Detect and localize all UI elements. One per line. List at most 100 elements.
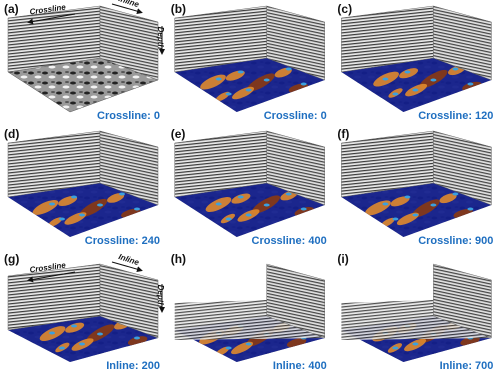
- attribute-blob-blue: [225, 346, 232, 350]
- attribute-blob: [58, 195, 78, 207]
- attribute-blob-blue: [285, 192, 292, 196]
- attribute-blob: [79, 198, 108, 218]
- attribute-blob-blue: [382, 77, 389, 81]
- attribute-blob-blue: [225, 92, 232, 96]
- attribute-blobs: [39, 319, 148, 353]
- attribute-blob-blue: [134, 336, 140, 340]
- attribute-blob-blue: [59, 217, 65, 221]
- inline-label: Inline: [117, 0, 140, 9]
- attribute-blob-blue: [237, 70, 244, 74]
- inline-arrow: [111, 261, 143, 273]
- crossline-wall: [433, 263, 492, 339]
- panel-caption: Inline: 200: [106, 360, 160, 372]
- panel-label: (b): [171, 2, 186, 16]
- panel-caption: Crossline: 0: [97, 110, 160, 122]
- attribute-blob-blue: [49, 331, 55, 335]
- crossline-wall: [266, 263, 325, 339]
- attribute-blob-blue: [245, 213, 252, 217]
- attribute-blob-blue: [119, 192, 125, 196]
- attribute-blob-blue: [412, 342, 419, 346]
- panel-caption: Crossline: 120: [418, 110, 493, 122]
- panel-caption: Crossline: 400: [251, 235, 326, 247]
- attribute-blob: [48, 217, 63, 227]
- crossline-wall: [266, 130, 325, 206]
- panel-label: (e): [171, 127, 186, 141]
- attribute-blob-blue: [285, 67, 292, 71]
- crossline-arrow: [27, 13, 76, 25]
- attribute-blob-blue: [215, 202, 222, 206]
- attribute-blob-blue: [300, 82, 307, 86]
- panel-label: (i): [337, 252, 348, 266]
- attribute-blob-blue: [237, 195, 244, 199]
- attribute-blob: [231, 193, 251, 204]
- crossline-wall: [99, 130, 159, 206]
- attribute-blob: [107, 193, 125, 203]
- attribute-blob-blue: [97, 332, 103, 336]
- crossline-wall: [433, 130, 492, 206]
- panel-label: (a): [4, 2, 19, 16]
- attribute-blob-blue: [467, 207, 474, 211]
- attribute-blob: [390, 196, 410, 207]
- attribute-blob-blue: [392, 217, 399, 221]
- attribute-blobs: [32, 192, 141, 227]
- crossline-arrow: [27, 271, 76, 283]
- panel-label: (h): [171, 252, 186, 266]
- attribute-blob-blue: [392, 346, 399, 350]
- panel: (e) Crossline: 400: [171, 127, 327, 247]
- attribute-blob-blue: [452, 192, 459, 196]
- attribute-blob-blue: [263, 78, 270, 82]
- crossline-wall: [99, 5, 159, 81]
- attribute-blob-blue: [412, 88, 419, 92]
- attribute-blob-blue: [59, 346, 65, 350]
- attribute-blob-blue: [79, 213, 85, 217]
- crossline-wall: [266, 5, 325, 81]
- panel-caption: Crossline: 0: [264, 110, 327, 122]
- panel: (h) Inline: 400: [171, 252, 327, 372]
- attribute-blobs: [365, 192, 474, 228]
- attribute-blob-blue: [134, 207, 140, 211]
- attribute-blob-blue: [392, 92, 399, 96]
- attribute-blob-blue: [382, 202, 389, 206]
- attribute-blob-blue: [430, 203, 437, 207]
- attribute-blob-blue: [225, 217, 232, 221]
- crossline-wall: [433, 5, 492, 81]
- panel-caption: Crossline: 900: [418, 235, 493, 247]
- panel-label: (g): [4, 252, 19, 266]
- attribute-blob-blue: [412, 213, 419, 217]
- panel: (i) Inline: 700: [337, 252, 493, 372]
- attribute-blob-blue: [467, 82, 474, 86]
- panel-label: (d): [4, 127, 19, 141]
- attribute-blob-blue: [300, 207, 307, 211]
- attribute-blob-blue: [97, 203, 103, 207]
- depth-label: Depth: [156, 285, 165, 308]
- attribute-blob-blue: [79, 342, 85, 346]
- attribute-blob-blue: [263, 203, 270, 207]
- panel: (d) Crossline: 240: [4, 127, 160, 247]
- attribute-blob: [439, 193, 457, 204]
- attribute-blob: [65, 322, 85, 333]
- panel-label: (c): [337, 2, 352, 16]
- panel-label: (f): [337, 127, 349, 141]
- attribute-blob-blue: [49, 202, 55, 206]
- attribute-blob-blue: [215, 77, 222, 81]
- attribute-blob-blue: [404, 70, 411, 74]
- depth-label: Depth: [156, 27, 165, 50]
- panel: (b) Crossline: 0: [171, 2, 327, 122]
- panel: (f) Crossline: 900: [337, 127, 493, 247]
- attribute-blob-blue: [71, 324, 77, 328]
- attribute-blob-blue: [71, 195, 77, 199]
- attribute-blob-blue: [404, 195, 411, 199]
- attribute-blob-blue: [452, 67, 459, 71]
- attribute-blob-blue: [245, 342, 252, 346]
- attribute-blob-blue: [245, 88, 252, 92]
- panel-caption: Crossline: 240: [85, 235, 160, 247]
- panel-caption: Inline: 700: [440, 360, 494, 372]
- crossline-wall: [99, 263, 159, 339]
- panel: (c) Crossline: 120: [337, 2, 493, 122]
- attribute-blob-blue: [430, 78, 437, 82]
- attribute-blob: [246, 73, 275, 92]
- panel-caption: Inline: 400: [273, 360, 327, 372]
